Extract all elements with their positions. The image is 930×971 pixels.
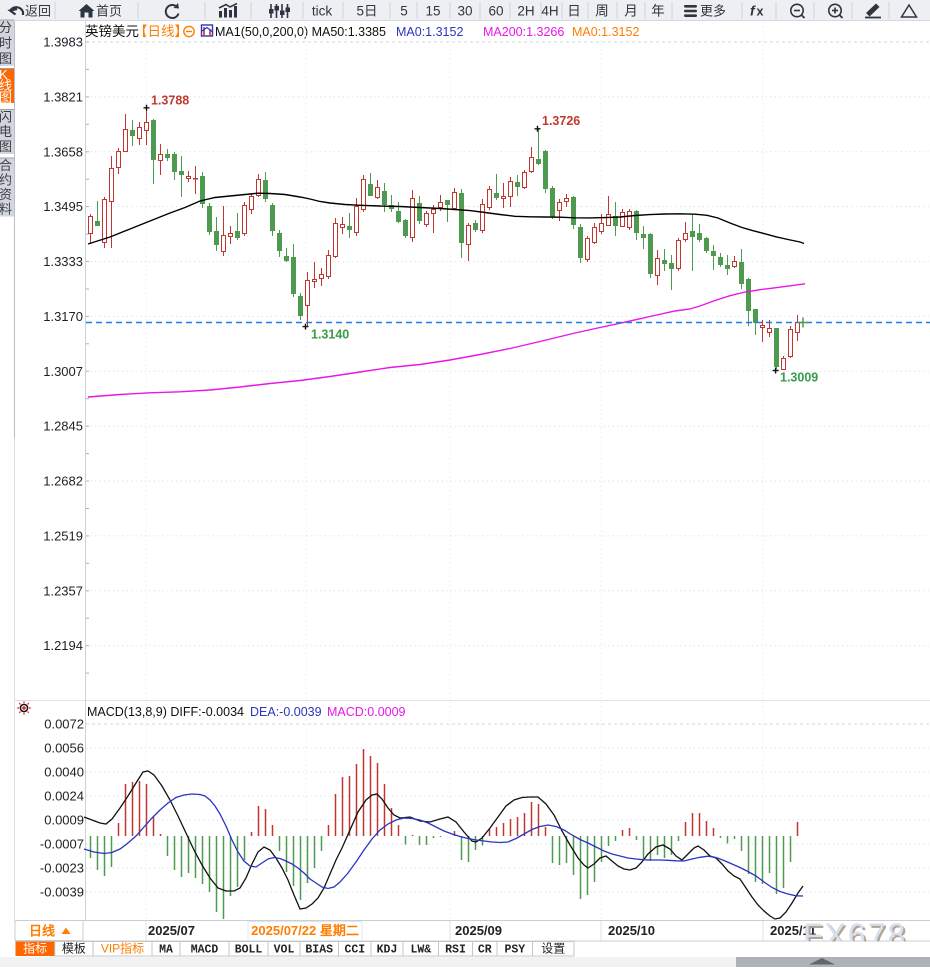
svg-text:1.3009: 1.3009 [780, 371, 818, 385]
svg-text:1.2194: 1.2194 [43, 638, 83, 653]
svg-text:图: 图 [0, 90, 12, 105]
svg-text:返回: 返回 [25, 4, 51, 19]
svg-text:-0.0039: -0.0039 [40, 885, 84, 900]
svg-text:0.0072: 0.0072 [44, 717, 84, 732]
svg-text:模板: 模板 [62, 942, 86, 956]
svg-text:60: 60 [488, 4, 503, 19]
svg-text:1.2357: 1.2357 [43, 583, 83, 598]
svg-text:设置: 设置 [541, 942, 565, 956]
svg-text:MA: MA [159, 944, 173, 957]
svg-text:BIAS: BIAS [305, 944, 333, 957]
svg-text:MA0:1.3152: MA0:1.3152 [396, 25, 463, 39]
svg-text:f: f [750, 3, 756, 19]
svg-text:15: 15 [425, 4, 440, 19]
svg-text:BOLL: BOLL [235, 944, 263, 957]
svg-text:资: 资 [0, 187, 12, 202]
svg-text:LW&: LW& [410, 944, 431, 957]
svg-text:K: K [0, 67, 8, 82]
svg-text:图: 图 [0, 139, 12, 154]
svg-text:0.0040: 0.0040 [44, 765, 84, 780]
svg-text:料: 料 [0, 202, 12, 217]
svg-text:1.3007: 1.3007 [43, 364, 83, 379]
svg-text:MA0:1.3152: MA0:1.3152 [572, 25, 639, 39]
svg-text:VOL: VOL [274, 944, 295, 957]
svg-text:MA200:1.3266: MA200:1.3266 [483, 25, 564, 39]
svg-text:4H: 4H [541, 4, 558, 19]
svg-text:日线: 日线 [29, 924, 55, 939]
svg-text:【日线】: 【日线】 [134, 24, 188, 39]
svg-text:约: 约 [0, 172, 12, 187]
svg-text:MACD: MACD [191, 944, 219, 957]
svg-text:英镑美元: 英镑美元 [85, 23, 139, 39]
svg-text:5日: 5日 [356, 4, 377, 19]
svg-text:分: 分 [0, 20, 12, 35]
svg-text:2025/09: 2025/09 [455, 923, 502, 938]
svg-text:-0.0007: -0.0007 [40, 837, 84, 852]
svg-text:更多: 更多 [700, 4, 726, 19]
svg-text:1.3788: 1.3788 [151, 94, 189, 108]
svg-text:1.2845: 1.2845 [43, 419, 83, 434]
svg-text:日: 日 [567, 4, 581, 19]
svg-text:2025/07: 2025/07 [148, 923, 195, 938]
svg-text:2025/07/22 星期二: 2025/07/22 星期二 [251, 923, 359, 938]
svg-text:2025/11: 2025/11 [770, 923, 816, 938]
svg-text:1.3140: 1.3140 [311, 328, 349, 342]
svg-text:1.3821: 1.3821 [43, 89, 83, 104]
svg-text:电: 电 [0, 124, 12, 139]
svg-text:年: 年 [651, 4, 665, 19]
svg-text:2H: 2H [517, 4, 534, 19]
svg-text:MA1(50,0,200,0) MA50:1.3385: MA1(50,0,200,0) MA50:1.3385 [215, 25, 386, 39]
svg-text:首页: 首页 [96, 4, 122, 19]
svg-text:时: 时 [0, 36, 12, 51]
svg-text:1.2519: 1.2519 [43, 528, 83, 543]
svg-text:指标: 指标 [23, 941, 47, 956]
svg-text:1.3495: 1.3495 [43, 199, 83, 214]
svg-text:MACD:0.0009: MACD:0.0009 [327, 705, 406, 719]
svg-text:合: 合 [0, 158, 12, 173]
svg-text:月: 月 [624, 4, 638, 19]
svg-text:1.3170: 1.3170 [43, 309, 83, 324]
svg-text:0.0009: 0.0009 [44, 813, 84, 828]
svg-text:1.3658: 1.3658 [43, 144, 83, 159]
svg-text:5: 5 [400, 4, 408, 19]
svg-text:VIP指标: VIP指标 [101, 941, 144, 956]
svg-text:1.3726: 1.3726 [542, 114, 580, 128]
svg-text:线: 线 [0, 78, 12, 93]
svg-text:tick: tick [312, 4, 333, 19]
svg-text:KDJ: KDJ [377, 944, 398, 957]
svg-text:1.2682: 1.2682 [43, 474, 83, 489]
svg-text:PSY: PSY [504, 944, 525, 957]
svg-text:闪: 闪 [0, 109, 12, 124]
svg-text:CR: CR [478, 944, 492, 957]
svg-text:MACD(13,8,9) DIFF:-0.0034: MACD(13,8,9) DIFF:-0.0034 [87, 705, 244, 719]
svg-text:0.0056: 0.0056 [44, 741, 84, 756]
svg-text:1.3983: 1.3983 [43, 35, 83, 50]
svg-text:x: x [757, 5, 764, 19]
svg-text:RSI: RSI [445, 944, 466, 957]
svg-text:1.3333: 1.3333 [43, 254, 83, 269]
svg-text:30: 30 [457, 4, 472, 19]
svg-text:0.0024: 0.0024 [44, 789, 84, 804]
svg-text:2025/10: 2025/10 [608, 923, 655, 938]
svg-text:图: 图 [0, 51, 12, 66]
svg-text:-0.0023: -0.0023 [40, 861, 84, 876]
svg-text:DEA:-0.0039: DEA:-0.0039 [250, 705, 322, 719]
svg-text:周: 周 [595, 4, 609, 19]
svg-text:CCI: CCI [344, 944, 365, 957]
